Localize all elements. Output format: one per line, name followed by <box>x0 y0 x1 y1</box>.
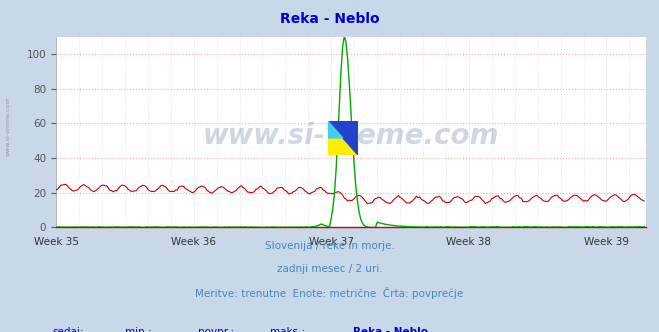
Text: maks.:: maks.: <box>270 327 305 332</box>
Text: min.:: min.: <box>125 327 152 332</box>
Polygon shape <box>328 121 358 154</box>
Text: www.si-vreme.com: www.si-vreme.com <box>5 96 11 156</box>
Text: Slovenija / reke in morje.: Slovenija / reke in morje. <box>264 241 395 251</box>
Text: povpr.:: povpr.: <box>198 327 234 332</box>
Text: Reka - Neblo: Reka - Neblo <box>279 12 380 26</box>
Text: zadnji mesec / 2 uri.: zadnji mesec / 2 uri. <box>277 264 382 274</box>
Text: www.si-vreme.com: www.si-vreme.com <box>203 122 499 150</box>
Text: Reka - Neblo: Reka - Neblo <box>353 327 428 332</box>
Polygon shape <box>328 121 358 154</box>
Text: sedaj:: sedaj: <box>53 327 84 332</box>
Text: Meritve: trenutne  Enote: metrične  Črta: povprečje: Meritve: trenutne Enote: metrične Črta: … <box>195 287 464 299</box>
Polygon shape <box>328 121 343 138</box>
